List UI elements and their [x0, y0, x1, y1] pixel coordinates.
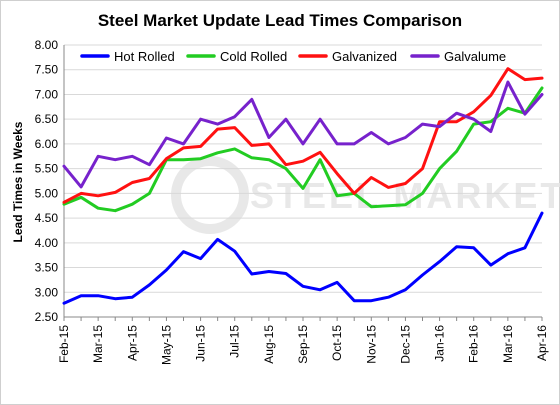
- watermark-text: STEEL MARKET UPDATE: [250, 175, 560, 216]
- legend-item-cold-rolled: Cold Rolled: [186, 49, 287, 64]
- x-tick-label: Mar-16: [501, 325, 515, 363]
- x-tick-label: Apr-16: [535, 325, 549, 361]
- series-line-galvalume: [62, 80, 544, 189]
- x-tick-label: Dec-15: [398, 325, 412, 364]
- y-tick-label: 3.50: [35, 261, 59, 275]
- legend-item-galvanized: Galvanized: [298, 49, 397, 64]
- watermark-logo: [171, 156, 249, 234]
- x-tick-label: Aug-15: [262, 325, 276, 364]
- x-tick-label: Jul-15: [228, 325, 242, 358]
- legend-label: Galvanized: [332, 49, 397, 64]
- x-tick-label: Mar-15: [91, 325, 105, 363]
- x-tick-label: Nov-15: [364, 325, 378, 364]
- legend-label: Galvalume: [444, 49, 506, 64]
- y-axis-label: Lead Times in Weeks: [11, 121, 25, 242]
- legend-label: Cold Rolled: [220, 49, 287, 64]
- legend-label: Hot Rolled: [114, 49, 175, 64]
- x-tick-label: Jun-15: [194, 325, 208, 362]
- x-tick-label: Feb-16: [467, 325, 481, 363]
- series-line-hot-rolled: [62, 211, 544, 305]
- y-tick-label: 8.00: [35, 38, 59, 52]
- y-tick-label: 7.50: [35, 63, 59, 77]
- x-tick-label: Jan-16: [433, 325, 447, 362]
- y-tick-label: 7.00: [35, 87, 59, 101]
- watermark: STEEL MARKET UPDATE: [171, 156, 560, 234]
- axes: 2.50 3.00 3.50 4.00 4.50 5.00 5.50 6.00 6.50 7.00…: [35, 38, 549, 365]
- x-tick-label: Oct-15: [330, 325, 344, 361]
- y-tick-label: 3.00: [35, 285, 59, 299]
- y-tick-label: 2.50: [35, 310, 59, 324]
- legend-item-galvalume: Galvalume: [410, 49, 506, 64]
- legend-item-hot-rolled: Hot Rolled: [80, 49, 175, 64]
- x-tick-label: Sep-15: [296, 325, 310, 364]
- y-tick-label: 5.50: [35, 162, 59, 176]
- legend: Hot Rolled Cold Rolled Galvanized Galvalume: [80, 49, 506, 64]
- y-tick-label: 5.00: [35, 186, 59, 200]
- series-line-cold-rolled: [62, 86, 544, 213]
- y-tick-label: 4.50: [35, 211, 59, 225]
- y-tick-label: 6.00: [35, 137, 59, 151]
- x-tick-label: Apr-15: [125, 325, 139, 361]
- chart-title: Steel Market Update Lead Times Compariso…: [98, 11, 462, 30]
- series-lines: [62, 67, 544, 305]
- x-tick-label: May-15: [159, 325, 173, 365]
- x-tick-label: Feb-15: [57, 325, 71, 363]
- y-tick-label: 6.50: [35, 112, 59, 126]
- series-line-galvanized: [62, 67, 544, 204]
- y-tick-label: 4.00: [35, 236, 59, 250]
